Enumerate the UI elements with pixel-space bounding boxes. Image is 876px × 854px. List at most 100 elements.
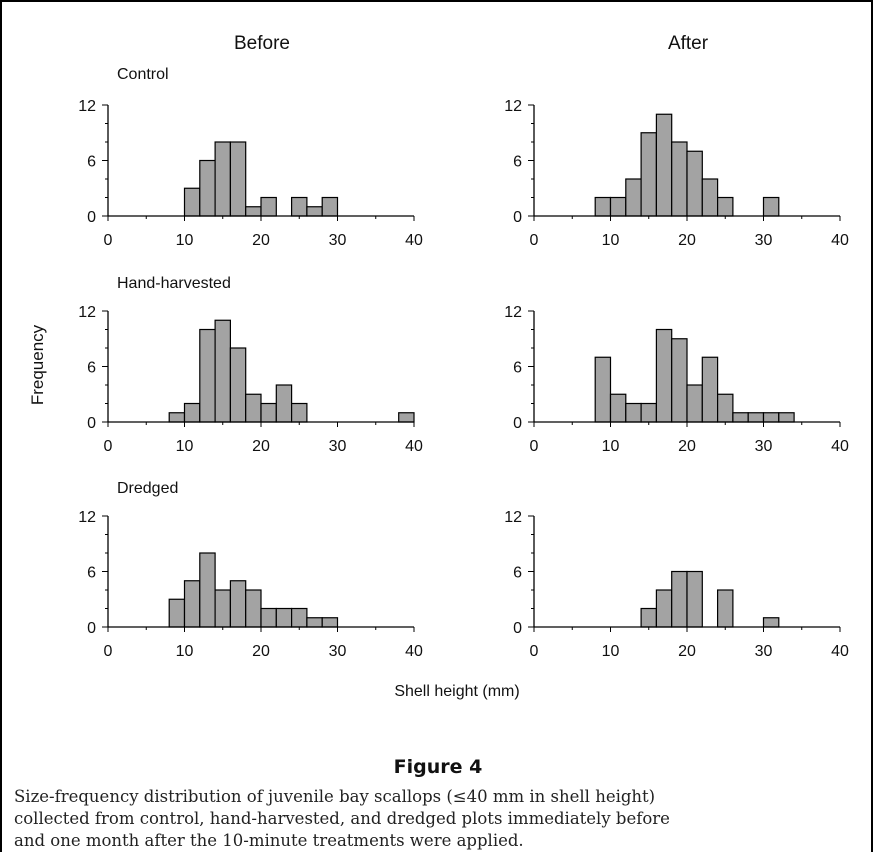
histogram-bar <box>778 412 795 423</box>
histogram-bar <box>306 206 323 217</box>
column-title: After <box>668 33 709 54</box>
y-tick-label: 12 <box>78 304 96 321</box>
histogram-bar <box>260 196 277 217</box>
x-tick-label: 20 <box>678 438 696 455</box>
x-tick-label: 40 <box>831 232 849 249</box>
histogram-bar <box>747 412 765 423</box>
histogram-bar <box>321 617 339 628</box>
histogram-bar <box>640 132 657 217</box>
histogram-bar <box>640 402 657 423</box>
panel-title: Hand-harvested <box>117 275 231 292</box>
y-tick-label: 12 <box>504 509 522 526</box>
y-tick-label: 6 <box>87 154 96 171</box>
y-tick-label: 6 <box>87 360 96 377</box>
histogram-bar <box>183 402 201 423</box>
histogram-bar <box>260 607 277 628</box>
histogram-bar <box>275 384 293 423</box>
x-tick-label: 20 <box>252 438 270 455</box>
histogram-bar <box>229 347 247 423</box>
histogram-bar <box>199 552 216 628</box>
histogram-bar <box>183 580 201 628</box>
histogram-bar <box>594 196 612 217</box>
y-tick-label: 0 <box>513 415 522 432</box>
x-tick-label: 20 <box>678 643 696 660</box>
histogram-bar <box>716 196 734 217</box>
x-tick-label: 30 <box>329 438 347 455</box>
x-tick-label: 20 <box>252 232 270 249</box>
histogram-bar <box>655 589 673 628</box>
histogram-bar <box>291 607 308 628</box>
histogram-bar <box>183 187 201 217</box>
histogram-bar <box>594 356 612 423</box>
panel-title: Control <box>117 66 169 83</box>
histogram-bar <box>245 589 262 628</box>
histogram-bar <box>275 607 293 628</box>
histogram-bar <box>625 402 642 423</box>
histogram-bar <box>716 393 734 423</box>
x-tick-label: 0 <box>104 232 113 249</box>
x-tick-label: 40 <box>405 643 423 660</box>
histogram-bar <box>609 196 627 217</box>
histogram-bar <box>686 150 703 217</box>
histogram-bar <box>245 206 262 217</box>
y-tick-label: 0 <box>87 209 96 226</box>
histogram-bar <box>229 141 247 217</box>
y-tick-label: 0 <box>87 415 96 432</box>
histogram-bar <box>260 402 277 423</box>
histogram-bar <box>701 178 719 217</box>
x-tick-label: 30 <box>755 643 773 660</box>
x-tick-label: 30 <box>755 232 773 249</box>
histogram-bar <box>701 356 719 423</box>
caption-line: collected from control, hand-harvested, … <box>14 809 670 828</box>
histogram-figure: Before After Control Hand-harvested Dredged F… <box>28 33 849 700</box>
y-tick-label: 12 <box>504 304 522 321</box>
y-tick-label: 6 <box>87 565 96 582</box>
x-tick-label: 0 <box>104 438 113 455</box>
y-axis-label: Frequency <box>28 324 47 405</box>
histogram-bar <box>214 319 232 423</box>
x-tick-label: 0 <box>530 438 539 455</box>
histogram-bar <box>671 570 688 628</box>
histogram-bar <box>716 589 734 628</box>
histogram-bar <box>168 598 186 628</box>
x-tick-label: 10 <box>602 643 620 660</box>
y-tick-label: 0 <box>513 209 522 226</box>
x-tick-label: 10 <box>602 232 620 249</box>
histogram-bar <box>214 141 232 217</box>
x-tick-label: 10 <box>176 438 194 455</box>
x-tick-label: 20 <box>252 643 270 660</box>
histogram-bar <box>291 196 308 217</box>
x-tick-label: 40 <box>831 643 849 660</box>
x-tick-label: 0 <box>104 643 113 660</box>
histogram-bar <box>640 607 657 628</box>
histogram-bar <box>655 113 673 217</box>
y-tick-label: 12 <box>504 98 522 115</box>
y-tick-label: 12 <box>78 509 96 526</box>
x-tick-label: 0 <box>530 643 539 660</box>
histogram-bar <box>655 328 673 423</box>
column-title: Before <box>234 33 290 54</box>
histogram-bar <box>671 338 688 423</box>
x-tick-label: 10 <box>176 643 194 660</box>
figure-title: Figure 4 <box>393 756 483 778</box>
histogram-bar <box>762 412 780 423</box>
caption-line: and one month after the 10-minute treatm… <box>14 831 524 850</box>
histogram-bar <box>199 328 216 423</box>
histogram-bar <box>229 580 247 628</box>
histogram-bar <box>762 196 780 217</box>
y-tick-label: 6 <box>513 565 522 582</box>
y-tick-label: 0 <box>87 620 96 637</box>
x-tick-label: 30 <box>755 438 773 455</box>
histogram-bar <box>609 393 627 423</box>
y-tick-label: 6 <box>513 154 522 171</box>
histogram-bar <box>306 617 323 628</box>
figure-caption: Size-frequency distribution of juvenile … <box>14 786 864 852</box>
y-tick-label: 0 <box>513 620 522 637</box>
histogram-bar <box>732 412 749 423</box>
x-axis-label: Shell height (mm) <box>394 683 519 700</box>
x-tick-label: 40 <box>831 438 849 455</box>
histogram-bar <box>168 412 186 423</box>
histogram-bar <box>671 141 688 217</box>
x-tick-label: 40 <box>405 232 423 249</box>
